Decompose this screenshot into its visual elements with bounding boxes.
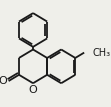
Text: O: O <box>0 76 7 86</box>
Text: O: O <box>29 85 37 95</box>
Text: CH₃: CH₃ <box>93 48 111 58</box>
